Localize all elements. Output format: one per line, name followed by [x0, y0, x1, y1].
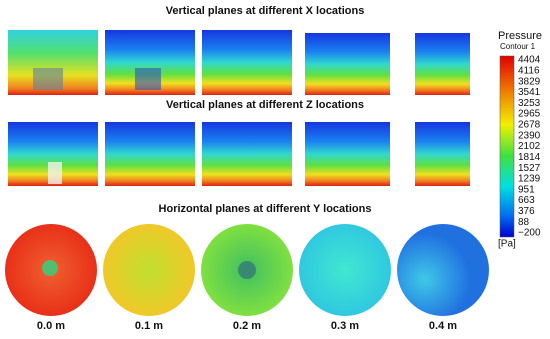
colorbar-title: Pressure — [498, 30, 542, 42]
colorbar-label: 3253 — [518, 98, 541, 109]
colorbar-label: 1527 — [518, 163, 541, 174]
y-planes — [5, 224, 489, 316]
contour-panel — [415, 122, 470, 186]
z-planes — [8, 122, 470, 186]
turbine-shape — [238, 261, 256, 279]
plane-label: 0.3 m — [331, 320, 359, 332]
colorbar-label: 663 — [518, 195, 535, 206]
colorbar-unit: [Pa] — [498, 239, 516, 250]
colorbar-label: 2390 — [518, 130, 541, 141]
contour-panel — [202, 122, 292, 186]
plane-label: 0.0 m — [37, 320, 65, 332]
row-title: Horizontal planes at different Y locatio… — [159, 203, 372, 215]
turbine-shape — [48, 162, 62, 184]
colorbar-label: 2678 — [518, 120, 541, 131]
colorbar-label: 2102 — [518, 141, 541, 152]
turbine-shape — [33, 68, 63, 90]
colorbar-label: 88 — [518, 217, 530, 228]
contour-panel — [305, 33, 390, 95]
plane-label: 0.2 m — [233, 320, 261, 332]
colorbar-label: 2965 — [518, 109, 541, 120]
colorbar-label: 3541 — [518, 87, 541, 98]
contour-disk — [103, 224, 195, 316]
colorbar-label: 376 — [518, 206, 535, 217]
turbine-shape — [42, 260, 58, 276]
colorbar-label: 4116 — [518, 65, 540, 76]
colorbar — [499, 55, 515, 238]
colorbar-label: 951 — [518, 184, 535, 195]
contour-panel — [105, 122, 195, 186]
colorbar-label: 4404 — [518, 55, 541, 66]
row-title: Vertical planes at different X locations — [166, 5, 365, 17]
colorbar-label: 1814 — [518, 152, 541, 163]
contour-disk — [397, 224, 489, 316]
row-title: Vertical planes at different Z locations — [166, 99, 364, 111]
colorbar-label: −200 — [518, 228, 541, 239]
contour-panel — [415, 33, 470, 95]
colorbar-label: 1239 — [518, 174, 541, 185]
plane-label: 0.1 m — [135, 320, 163, 332]
colorbar-label: 3829 — [518, 76, 541, 87]
colorbar-subtitle: Contour 1 — [500, 42, 536, 51]
contour-panel — [202, 30, 292, 95]
contour-panel — [305, 122, 390, 186]
x-planes — [8, 30, 470, 95]
plane-label: 0.4 m — [429, 320, 457, 332]
turbine-shape — [135, 68, 161, 90]
contour-disk — [299, 224, 391, 316]
